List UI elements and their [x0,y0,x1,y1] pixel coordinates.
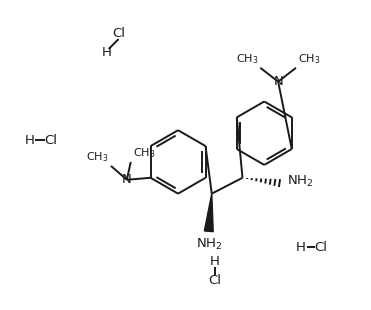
Text: H: H [296,241,306,254]
Text: Cl: Cl [208,274,221,287]
Polygon shape [204,194,213,232]
Text: CH$_3$: CH$_3$ [133,146,155,160]
Text: Cl: Cl [45,134,58,147]
Text: Cl: Cl [314,241,327,254]
Text: H: H [210,255,220,268]
Text: CH$_3$: CH$_3$ [298,52,321,66]
Text: NH$_2$: NH$_2$ [287,174,313,189]
Text: H: H [24,134,35,147]
Text: CH$_3$: CH$_3$ [86,150,109,164]
Text: CH$_3$: CH$_3$ [236,52,258,66]
Text: N: N [273,75,283,88]
Text: N: N [122,173,132,186]
Text: NH$_2$: NH$_2$ [196,237,222,252]
Text: Cl: Cl [112,27,125,40]
Text: H: H [102,46,112,60]
